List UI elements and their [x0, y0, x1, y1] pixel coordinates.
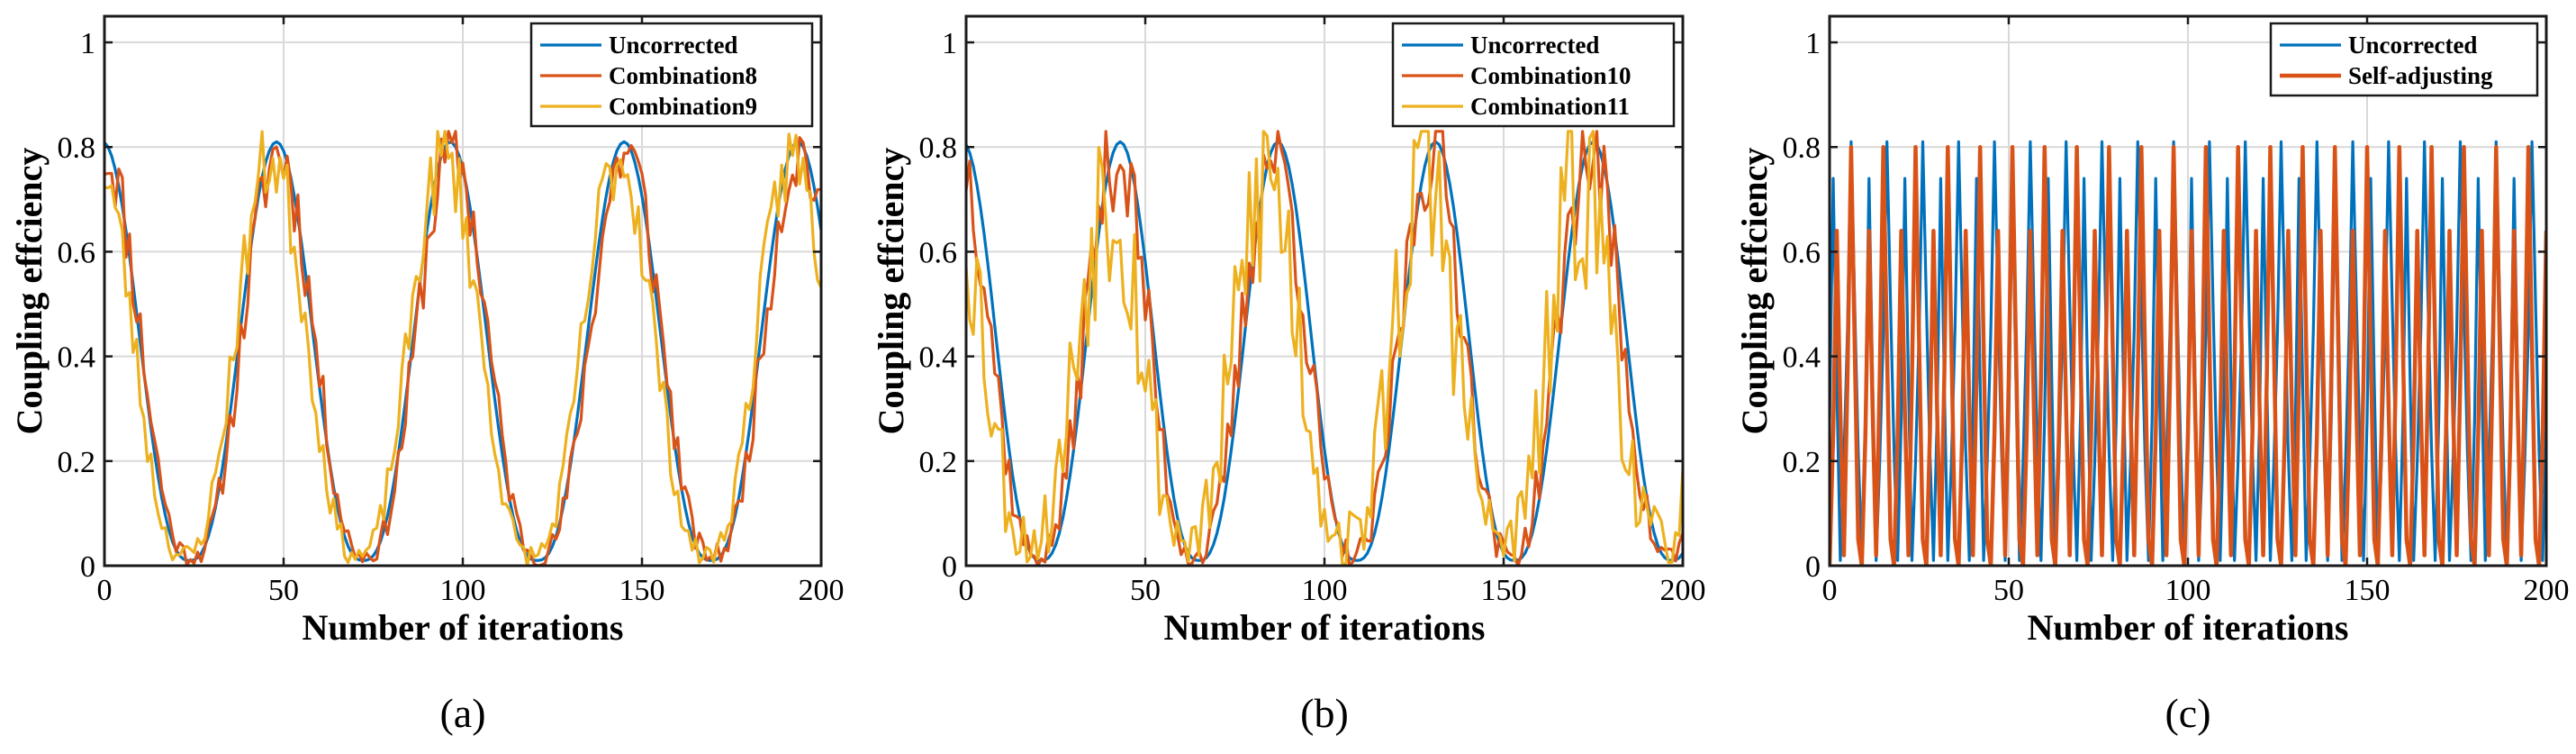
legend-label: Combination10 [1470, 62, 1631, 89]
panel-caption: (a) [439, 690, 485, 736]
x-tick-label: 50 [1993, 574, 2024, 607]
y-tick-label: 1 [1805, 27, 1821, 60]
y-tick-label: 0.6 [919, 236, 958, 269]
series-line-2 [104, 130, 821, 566]
y-tick-label: 0.6 [1783, 236, 1821, 269]
chart-panel-1: 0 50 100 150 200 0 0.2 0.4 0.6 0.8 1 Number of iter… [9, 14, 845, 736]
legend-label: Combination11 [1470, 93, 1630, 120]
legend-label: Uncorrected [1470, 32, 1599, 59]
y-tick-label: 0.8 [919, 132, 958, 165]
y-tick-label: 0.2 [58, 446, 96, 479]
x-tick-label: 150 [619, 574, 665, 607]
x-tick-label: 200 [799, 574, 845, 607]
y-axis-label: Coupling effciency [1734, 148, 1775, 435]
legend-label: Self-adjusting [2348, 62, 2493, 89]
x-tick-label: 150 [2345, 574, 2391, 607]
chart-panel-3: 0 50 100 150 200 0 0.2 0.4 0.6 0.8 1 Number of iter… [1734, 14, 2570, 736]
x-axis-label: Number of iterations [303, 607, 624, 648]
x-tick-label: 0 [97, 574, 113, 607]
x-axis-label: Number of iterations [2028, 607, 2349, 648]
x-tick-label: 50 [1130, 574, 1161, 607]
chart-panel-2: 0 50 100 150 200 0 0.2 0.4 0.6 0.8 1 Number of iter… [871, 14, 1706, 736]
x-tick-label: 0 [959, 574, 974, 607]
series-line-2 [1830, 144, 2546, 566]
legend-label: Uncorrected [609, 32, 737, 59]
y-tick-label: 0.2 [919, 446, 958, 479]
y-tick-label: 0.4 [1783, 341, 1821, 375]
panel-caption: (c) [2165, 690, 2210, 736]
y-tick-label: 0.2 [1783, 446, 1821, 479]
panel-caption: (b) [1300, 690, 1349, 736]
legend-box [1391, 22, 1676, 128]
x-tick-label: 50 [268, 574, 299, 607]
legend: Uncorrected Self-adjusting [2269, 22, 2539, 97]
x-tick-label: 200 [2524, 574, 2570, 607]
x-axis-label: Number of iterations [1164, 607, 1486, 648]
y-axis-label: Coupling effciency [871, 148, 911, 435]
y-axis-label: Coupling effciency [9, 148, 50, 435]
y-tick-label: 0.6 [58, 236, 96, 269]
legend-label: Combination8 [609, 62, 757, 89]
legend-box [2269, 22, 2539, 97]
y-tick-label: 0.8 [58, 132, 96, 165]
y-tick-label: 0.4 [58, 341, 96, 375]
legend-label: Uncorrected [2348, 32, 2477, 59]
x-tick-label: 200 [1660, 574, 1706, 607]
legend: Uncorrected Combination10 Combination11 [1391, 22, 1676, 128]
x-tick-label: 100 [1302, 574, 1348, 607]
y-tick-label: 0 [80, 550, 95, 584]
y-tick-label: 1 [942, 27, 957, 60]
y-tick-label: 0 [942, 550, 957, 584]
y-tick-label: 1 [80, 27, 95, 60]
y-tick-label: 0.8 [1783, 132, 1821, 165]
x-tick-label: 100 [2165, 574, 2211, 607]
x-tick-label: 100 [440, 574, 486, 607]
legend: Uncorrected Combination8 Combination9 [529, 22, 814, 128]
y-tick-label: 0.4 [919, 341, 958, 375]
legend-label: Combination9 [609, 93, 757, 120]
y-tick-label: 0 [1805, 550, 1821, 584]
x-tick-label: 150 [1481, 574, 1527, 607]
x-tick-label: 0 [1822, 574, 1838, 607]
series-line-3 [966, 130, 1683, 566]
series-line-3 [104, 130, 821, 566]
